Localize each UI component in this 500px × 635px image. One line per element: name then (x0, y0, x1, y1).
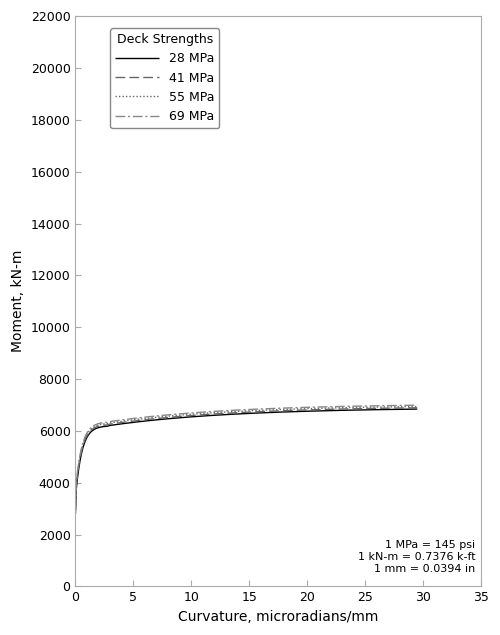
41 MPa (342, 405, 348, 413)
28 MPa (72, 510, 78, 518)
69 MPa (72, 505, 78, 512)
69 MPa (414, 401, 420, 409)
41 MPa (72, 507, 78, 515)
55 MPa (350, 404, 356, 411)
41 MPa (414, 404, 420, 411)
28 MPa (194, 413, 200, 420)
41 MPa (362, 404, 368, 412)
Legend: 28 MPa, 41 MPa, 55 MPa, 69 MPa: 28 MPa, 41 MPa, 55 MPa, 69 MPa (110, 28, 220, 128)
28 MPa (350, 406, 356, 414)
Line: 41 MPa: 41 MPa (76, 408, 417, 511)
28 MPa (414, 405, 420, 413)
55 MPa (362, 403, 368, 411)
55 MPa (194, 410, 200, 418)
28 MPa (80, 444, 86, 452)
41 MPa (194, 411, 200, 419)
69 MPa (194, 409, 200, 417)
Y-axis label: Moment, kN-m: Moment, kN-m (11, 250, 25, 352)
28 MPa (342, 406, 348, 414)
Line: 28 MPa: 28 MPa (76, 409, 417, 514)
69 MPa (376, 402, 382, 410)
41 MPa (376, 404, 382, 412)
69 MPa (342, 403, 348, 410)
55 MPa (376, 403, 382, 411)
28 MPa (376, 406, 382, 413)
55 MPa (80, 441, 86, 449)
69 MPa (362, 402, 368, 410)
41 MPa (350, 405, 356, 413)
55 MPa (342, 404, 348, 411)
X-axis label: Curvature, microradians/mm: Curvature, microradians/mm (178, 610, 378, 624)
41 MPa (80, 443, 86, 450)
55 MPa (414, 403, 420, 410)
Text: 1 MPa = 145 psi
1 kN-m = 0.7376 k-ft
1 mm = 0.0394 in: 1 MPa = 145 psi 1 kN-m = 0.7376 k-ft 1 m… (358, 540, 475, 573)
28 MPa (362, 406, 368, 413)
Line: 55 MPa: 55 MPa (76, 406, 417, 510)
69 MPa (350, 403, 356, 410)
69 MPa (80, 439, 86, 447)
Line: 69 MPa: 69 MPa (76, 405, 417, 509)
55 MPa (72, 506, 78, 514)
